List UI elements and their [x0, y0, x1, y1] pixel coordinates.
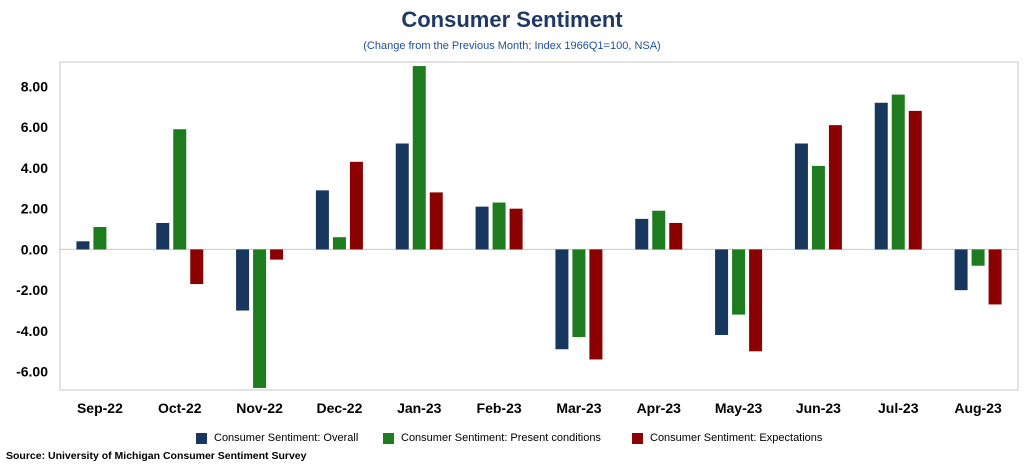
y-tick-label: 8.00 [21, 78, 48, 94]
chart-title: Consumer Sentiment [401, 7, 623, 32]
bar-dec-22-series-0 [315, 190, 329, 250]
x-tick-label: Sep-22 [77, 400, 123, 416]
legend-label-overall: Consumer Sentiment: Overall [214, 432, 359, 444]
bars-group [76, 66, 1002, 388]
bar-feb-23-series-1 [492, 202, 506, 250]
bar-nov-22-series-2 [270, 249, 284, 260]
y-tick-label: -2.00 [16, 282, 48, 298]
legend-item-present: Consumer Sentiment: Present conditions [383, 432, 601, 444]
bar-chart: 8.00 6.00 4.00 2.00 0.00 -2.00 -4.00 -6.00 Sep-… [16, 61, 1019, 416]
x-tick-label: Jul-23 [878, 400, 919, 416]
bar-jul-23-series-1 [891, 94, 905, 250]
legend-item-expectations: Consumer Sentiment: Expectations [632, 432, 822, 444]
bar-apr-23-series-0 [635, 218, 649, 250]
legend-swatch-present [383, 432, 394, 444]
bar-oct-22-series-0 [156, 222, 170, 250]
legend-item-overall: Consumer Sentiment: Overall [196, 432, 358, 444]
bar-oct-22-series-1 [173, 129, 187, 250]
bar-nov-22-series-0 [236, 249, 250, 311]
bar-sep-22-series-1 [93, 227, 107, 250]
bar-may-23-series-2 [749, 249, 763, 352]
bar-jan-23-series-1 [412, 66, 426, 250]
y-tick-label: 2.00 [21, 201, 48, 217]
bar-mar-23-series-1 [572, 249, 586, 338]
legend-label-expectations: Consumer Sentiment: Expectations [650, 432, 823, 444]
y-tick-label: 4.00 [21, 160, 48, 176]
bar-mar-23-series-0 [555, 249, 569, 350]
bar-jun-23-series-1 [811, 165, 825, 250]
bar-jul-23-series-0 [874, 102, 888, 250]
legend-swatch-expectations [632, 432, 643, 444]
bar-jun-23-series-0 [794, 143, 808, 250]
bar-aug-23-series-2 [988, 249, 1002, 305]
x-tick-label: Oct-22 [158, 400, 202, 416]
x-tick-label: Jan-23 [397, 400, 442, 416]
bar-apr-23-series-1 [652, 210, 666, 250]
x-tick-label: Jun-23 [796, 400, 841, 416]
bar-jun-23-series-2 [828, 125, 842, 250]
y-axis: 8.00 6.00 4.00 2.00 0.00 -2.00 -4.00 -6.00 [16, 78, 48, 379]
bar-mar-23-series-2 [589, 249, 603, 360]
bar-sep-22-series-0 [76, 241, 90, 250]
bar-aug-23-series-1 [971, 249, 985, 266]
bar-dec-22-series-2 [349, 161, 363, 250]
bar-jul-23-series-2 [908, 110, 922, 250]
bar-may-23-series-0 [715, 249, 729, 335]
bar-jan-23-series-2 [429, 192, 443, 250]
bar-may-23-series-1 [732, 249, 746, 315]
legend: Consumer Sentiment: Overall Consumer Sen… [0, 432, 1024, 448]
x-tick-label: Mar-23 [556, 400, 601, 416]
x-tick-label: May-23 [715, 400, 763, 416]
y-tick-label: 6.00 [21, 119, 48, 135]
legend-swatch-overall [196, 432, 207, 444]
bar-jan-23-series-0 [395, 143, 409, 250]
x-tick-label: Aug-23 [954, 400, 1002, 416]
x-tick-label: Nov-22 [236, 400, 283, 416]
x-tick-label: Feb-23 [477, 400, 522, 416]
y-tick-label: -4.00 [16, 323, 48, 339]
x-tick-label: Dec-22 [316, 400, 362, 416]
bar-feb-23-series-0 [475, 206, 489, 250]
y-tick-label: -6.00 [16, 364, 48, 380]
x-axis: Sep-22 Oct-22 Nov-22 Dec-22 Jan-23 Feb-23 Mar-… [77, 400, 1002, 416]
legend-label-present: Consumer Sentiment: Present conditions [401, 432, 601, 444]
bar-nov-22-series-1 [253, 249, 267, 388]
bar-oct-22-series-2 [190, 249, 204, 285]
y-tick-label: 0.00 [21, 241, 48, 257]
bar-aug-23-series-0 [954, 249, 968, 291]
bar-apr-23-series-2 [669, 222, 683, 250]
bar-dec-22-series-1 [332, 237, 346, 250]
source-note: Source: University of Michigan Consumer … [6, 450, 307, 462]
bar-feb-23-series-2 [509, 208, 523, 250]
plot-area [59, 61, 1019, 391]
chart-subtitle: (Change from the Previous Month; Index 1… [363, 40, 661, 52]
x-tick-label: Apr-23 [637, 400, 682, 416]
